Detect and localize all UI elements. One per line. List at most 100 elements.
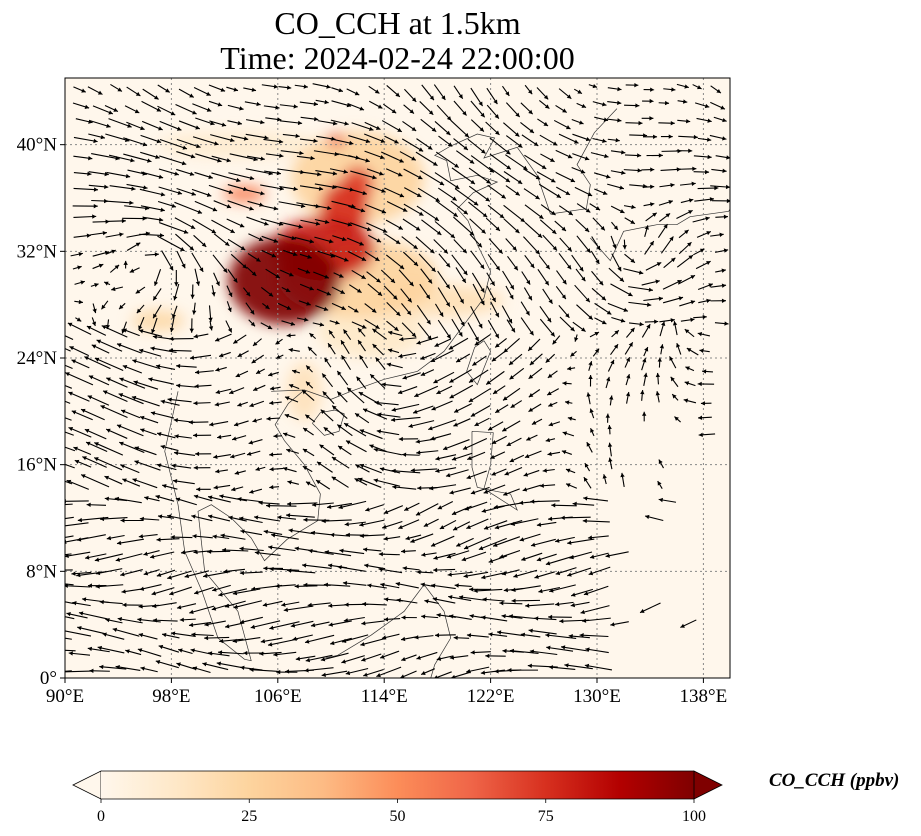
wind-arrow bbox=[445, 469, 469, 478]
wind-arrow bbox=[643, 372, 648, 387]
wind-arrow-head bbox=[208, 514, 213, 519]
wind-arrow bbox=[167, 570, 192, 580]
wind-arrow bbox=[434, 221, 456, 239]
wind-arrow-head bbox=[117, 87, 122, 92]
wind-arrow-head bbox=[405, 535, 410, 541]
wind-arrow-shaft bbox=[466, 518, 489, 530]
wind-arrow-head bbox=[337, 370, 342, 376]
wind-arrow-head bbox=[649, 241, 654, 246]
wind-arrow-head bbox=[69, 346, 74, 351]
wind-arrow bbox=[233, 600, 262, 609]
wind-arrow-head bbox=[430, 358, 436, 362]
wind-arrow-head bbox=[595, 206, 601, 211]
wind-arrow bbox=[363, 668, 384, 677]
wind-arrow bbox=[65, 335, 74, 341]
wind-arrow-head bbox=[370, 374, 375, 379]
wind-arrow-head bbox=[84, 356, 89, 361]
wind-arrow-head bbox=[395, 239, 401, 244]
wind-arrow-head bbox=[87, 395, 93, 400]
wind-arrow bbox=[586, 441, 593, 453]
wind-arrow bbox=[290, 620, 314, 628]
wind-arrow bbox=[657, 480, 663, 489]
wind-arrow-head bbox=[684, 84, 689, 89]
wind-arrow bbox=[87, 646, 110, 653]
wind-arrow-head bbox=[427, 145, 433, 150]
wind-arrow bbox=[74, 280, 86, 285]
wind-arrow bbox=[224, 622, 244, 629]
wind-arrow-shaft bbox=[249, 668, 281, 673]
wind-arrow-head bbox=[192, 666, 198, 671]
wind-arrow bbox=[412, 405, 434, 414]
wind-arrow-head bbox=[121, 329, 126, 334]
wind-arrow bbox=[194, 586, 214, 595]
wind-arrow bbox=[283, 605, 314, 612]
wind-arrow-shaft bbox=[167, 398, 192, 403]
wind-arrow bbox=[304, 634, 335, 644]
colorbar-label: CO_CCH (ppbv) bbox=[769, 770, 900, 791]
wind-arrow-head bbox=[372, 328, 377, 334]
wind-arrow-head bbox=[612, 244, 617, 249]
wind-arrow-head bbox=[251, 359, 257, 364]
wind-arrow bbox=[245, 302, 255, 315]
wind-arrow-head bbox=[698, 415, 703, 420]
wind-arrow-head bbox=[189, 171, 195, 176]
wind-arrow bbox=[246, 450, 261, 456]
wind-arrow bbox=[354, 477, 368, 486]
wind-arrow bbox=[414, 385, 439, 398]
wind-arrow-head bbox=[473, 201, 479, 206]
wind-arrow bbox=[104, 200, 134, 205]
wind-arrow bbox=[254, 550, 281, 556]
wind-arrow bbox=[590, 250, 600, 265]
wind-arrow bbox=[401, 615, 417, 620]
wind-arrow bbox=[263, 138, 284, 144]
wind-arrow-head bbox=[240, 529, 245, 534]
wind-arrow bbox=[329, 138, 354, 146]
wind-arrow-head bbox=[548, 402, 553, 407]
wind-arrow-shaft bbox=[65, 583, 74, 586]
wind-arrow-head bbox=[480, 112, 485, 118]
wind-arrow bbox=[589, 331, 600, 338]
wind-arrow bbox=[92, 263, 104, 270]
wind-arrow bbox=[565, 483, 578, 489]
wind-arrow-head bbox=[277, 515, 282, 520]
wind-arrow-head bbox=[570, 352, 575, 357]
lon-tick-label: 98°E bbox=[152, 686, 190, 707]
wind-arrow-shaft bbox=[65, 480, 73, 485]
wind-arrow bbox=[695, 260, 711, 270]
wind-arrow bbox=[669, 356, 677, 369]
wind-arrow bbox=[90, 230, 107, 236]
wind-arrow-head bbox=[76, 572, 81, 578]
wind-arrow-head bbox=[436, 656, 442, 661]
wind-arrow bbox=[195, 451, 212, 457]
wind-arrow bbox=[349, 222, 372, 232]
wind-arrow-shaft bbox=[219, 638, 244, 642]
wind-arrow-head bbox=[293, 186, 298, 192]
wind-arrow-head bbox=[376, 673, 381, 678]
wind-arrow bbox=[655, 391, 660, 403]
wind-arrow-head bbox=[111, 286, 116, 292]
wind-arrow bbox=[659, 321, 666, 337]
wind-arrow-head bbox=[495, 130, 500, 135]
wind-arrow bbox=[372, 343, 384, 356]
wind-arrow-head bbox=[233, 604, 238, 609]
wind-arrow bbox=[252, 338, 262, 347]
wind-arrow-head bbox=[391, 468, 396, 474]
wind-arrow-head bbox=[160, 207, 165, 212]
wind-arrow bbox=[594, 317, 607, 325]
map-plot-area bbox=[64, 77, 731, 679]
wind-arrow bbox=[373, 478, 401, 487]
wind-arrow bbox=[505, 238, 518, 252]
wind-arrow bbox=[235, 370, 249, 378]
wind-arrow-shaft bbox=[528, 629, 557, 635]
wind-arrow-shaft bbox=[174, 201, 203, 214]
wind-arrow-head bbox=[470, 490, 476, 495]
wind-arrow-head bbox=[266, 416, 271, 421]
wind-arrow-head bbox=[555, 538, 560, 543]
wind-arrow bbox=[188, 420, 209, 425]
wind-arrow bbox=[68, 391, 90, 402]
wind-arrow bbox=[539, 483, 556, 488]
lat-tick-label: 8°N bbox=[26, 561, 57, 582]
wind-arrow bbox=[530, 538, 556, 547]
wind-arrow bbox=[545, 353, 556, 364]
wind-arrow bbox=[326, 502, 352, 509]
